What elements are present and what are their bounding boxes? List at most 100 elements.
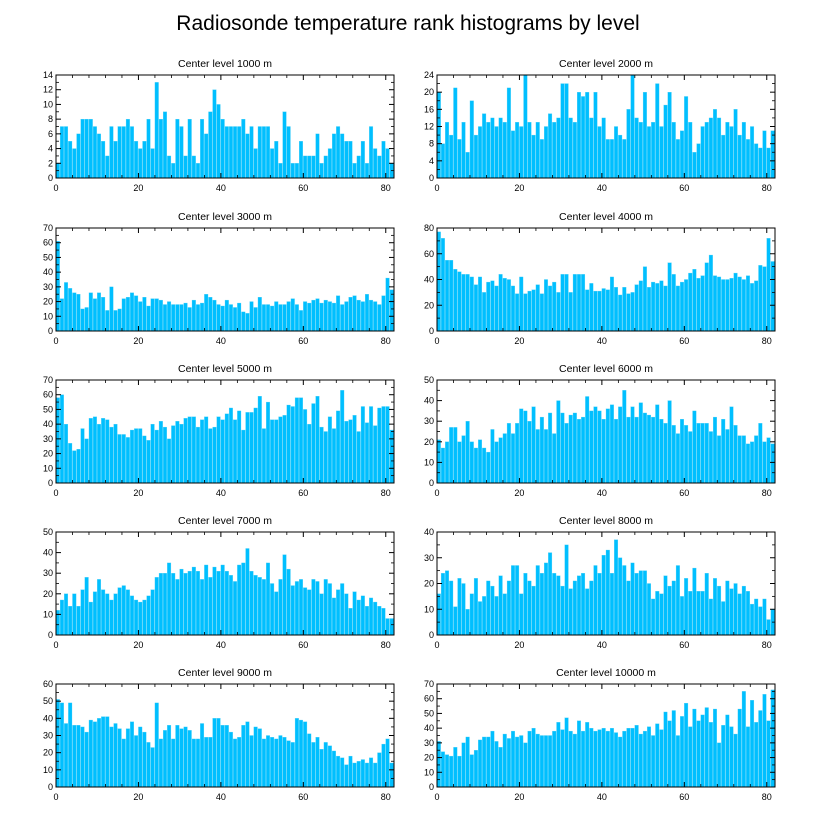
histogram-bar [622,565,627,636]
histogram-bar [303,155,308,179]
x-tick-label: 80 [762,792,772,802]
histogram-bar [465,152,470,179]
histogram-bar [72,725,77,788]
histogram-bar [647,287,651,332]
histogram-bar [721,418,726,484]
histogram-bar [651,735,656,788]
histogram-bar [556,292,561,332]
histogram-bar [750,441,755,484]
histogram-bar [741,585,746,636]
histogram-bar [171,573,176,636]
histogram-bar [671,580,676,636]
histogram-bar [84,307,89,332]
histogram-bar [179,728,184,788]
histogram-bar [249,412,254,484]
histogram-bar [171,425,176,484]
histogram-bar [261,126,266,179]
histogram-bar [204,564,209,636]
histogram-bar [212,299,217,332]
histogram-bar [700,423,705,484]
histogram-bar [708,117,713,179]
histogram-bar [704,262,709,332]
histogram-bar [564,83,569,179]
histogram-bar [746,139,750,179]
histogram-bar [204,416,209,484]
panel-title: Center level 9000 m [178,667,272,679]
panel-title: Center level 6000 m [559,363,653,375]
histogram-bar [626,416,631,484]
x-tick-label: 80 [381,336,391,346]
y-tick-label: 0 [429,326,434,336]
histogram-bar [647,126,651,179]
histogram-bar [327,148,332,179]
histogram-bar [336,755,341,788]
histogram-bar [356,431,361,484]
histogram-bar [84,731,89,788]
histogram-bar [449,755,454,788]
histogram-bar [381,406,386,484]
histogram-bar [389,289,394,332]
histogram-bar [539,735,544,788]
y-tick-label: 60 [424,694,434,704]
histogram-bar [92,721,97,788]
histogram-bar [593,565,598,636]
histogram-bar [224,570,229,636]
histogram-bar [560,412,565,484]
y-tick-label: 0 [48,630,53,640]
histogram-bar [187,570,192,636]
histogram-bar [257,728,262,788]
histogram-bar [373,425,378,484]
histogram-bar [303,301,308,332]
histogram-bar [315,737,320,788]
histogram-bar [158,299,163,332]
histogram-bar [163,426,167,484]
histogram-bar [659,126,664,179]
x-tick-label: 40 [216,640,226,650]
histogram-bar [327,583,332,636]
histogram-bar [680,130,684,179]
histogram-bar [552,573,557,636]
histogram-bar [245,313,250,332]
histogram-bar [315,298,320,332]
histogram-bar [216,718,221,788]
histogram-bar [581,274,586,332]
histogram-bar [200,118,205,179]
histogram-bar [64,126,69,179]
histogram-bar [294,718,299,788]
histogram-bar [266,562,270,636]
histogram-bar [191,155,196,179]
histogram-bar [754,722,759,788]
histogram-bar [327,416,332,484]
histogram-bar [163,730,167,788]
histogram-bar [601,555,606,636]
histogram-bar [564,274,569,332]
histogram-bar [315,396,320,484]
histogram-bar [84,118,89,179]
histogram-bar [64,593,69,636]
y-tick-label: 12 [43,85,53,95]
histogram-bar [369,757,374,788]
histogram-bar [552,281,557,332]
histogram-bar [360,595,365,636]
histogram-bar [461,583,466,636]
histogram-bar [531,134,536,179]
histogram-bar [208,428,213,484]
histogram-bar [758,606,763,636]
histogram-bar [97,718,101,788]
histogram-bar [684,279,689,332]
histogram-bar [688,272,693,332]
histogram-bar [605,408,610,484]
histogram-panel: Center level 1000 m 0 2 4 6 8 10 12 14 0 20 40 60 80 [43,58,395,193]
histogram-bar [609,276,614,332]
histogram-bar [506,580,511,636]
histogram-bar [117,308,122,332]
histogram-bar [253,575,258,636]
histogram-bar [274,419,279,484]
histogram-bar [138,601,143,636]
histogram-bar [486,281,491,332]
histogram-bar [647,414,651,484]
histogram-bar [642,92,647,179]
y-tick-label: 10 [43,609,53,619]
histogram-bar [618,134,623,179]
histogram-bar [552,122,557,179]
